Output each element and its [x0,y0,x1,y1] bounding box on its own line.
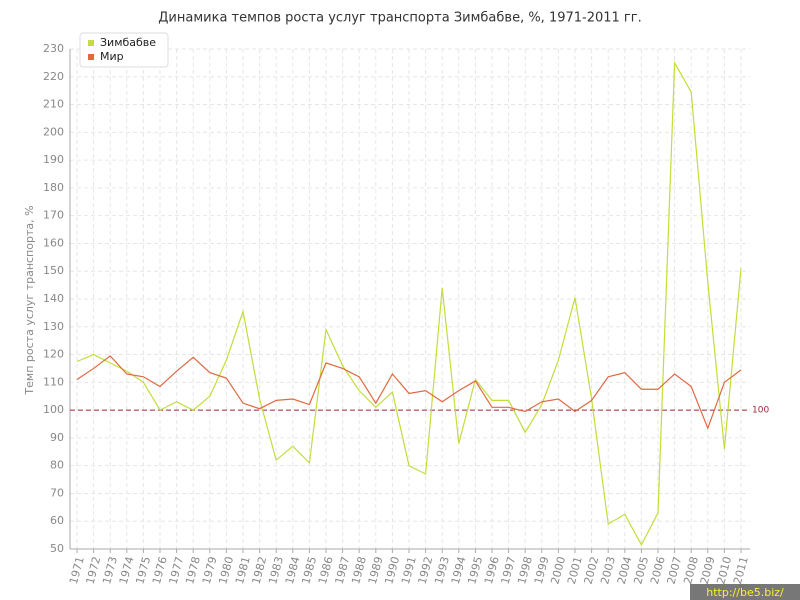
legend-marker [88,40,94,46]
watermark: http://be5.biz/ [706,586,784,599]
legend-marker [88,54,94,60]
series-line [76,60,742,547]
y-tick-label: 220 [43,70,64,83]
y-tick-label: 80 [50,459,64,472]
y-tick-label: 100 [43,403,64,416]
y-tick-label: 50 [50,542,64,555]
legend-label[interactable]: Зимбабве [100,36,156,49]
series-line [76,355,742,430]
y-tick-label: 170 [43,209,64,222]
y-axis-label: Темп роста услуг транспорта, % [23,205,36,395]
y-tick-label: 180 [43,181,64,194]
y-tick-label: 90 [50,431,64,444]
chart-title: Динамика темпов роста услуг транспорта З… [158,11,641,26]
y-tick-label: 110 [43,375,64,388]
y-tick-label: 60 [50,514,64,527]
y-tick-label: 210 [43,98,64,111]
x-tick-label: 2011 [731,555,751,585]
y-tick-label: 130 [43,320,64,333]
y-tick-label: 150 [43,264,64,277]
y-tick-label: 160 [43,236,64,249]
y-tick-label: 230 [43,42,64,55]
y-tick-label: 190 [43,153,64,166]
legend-label[interactable]: Мир [100,50,124,63]
y-tick-label: 200 [43,125,64,138]
y-tick-label: 140 [43,292,64,305]
watermark-bg [690,584,800,600]
y-tick-label: 70 [50,486,64,499]
reference-label: 100 [752,406,769,416]
legend-box [79,32,169,68]
y-tick-label: 120 [43,348,64,361]
